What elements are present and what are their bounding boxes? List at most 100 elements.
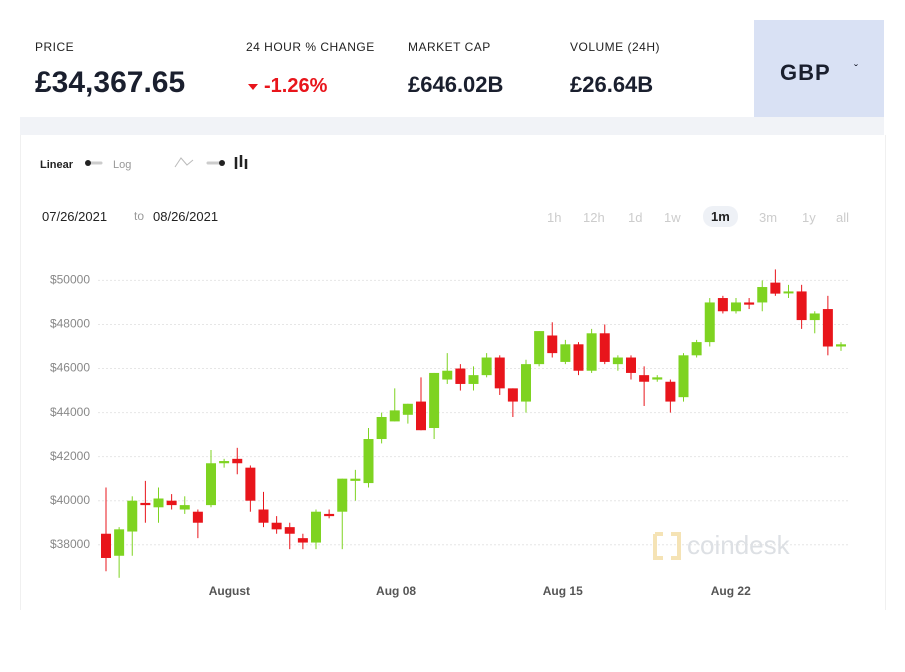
stat-value: £34,367.65: [35, 66, 186, 99]
candle-body: [363, 439, 374, 484]
date-to[interactable]: 08/26/2021: [153, 209, 219, 224]
y-tick-label: $46000: [50, 361, 90, 375]
stat-label: 24 HOUR % CHANGE: [246, 40, 375, 54]
candle-body: [232, 458, 243, 464]
candle-body: [297, 538, 308, 543]
candle-body: [507, 388, 518, 402]
currency-selector[interactable]: GBP ˇ: [754, 20, 884, 117]
range-button[interactable]: 1d: [628, 210, 643, 225]
range-button[interactable]: 1h: [547, 210, 562, 225]
range-button[interactable]: 1y: [802, 210, 816, 225]
candle-body: [153, 498, 164, 508]
date-sep: to: [134, 209, 145, 223]
candle-body: [179, 505, 190, 510]
candle-body: [639, 375, 650, 382]
stat-value: £26.64B: [570, 72, 654, 97]
range-button[interactable]: 12h: [583, 210, 605, 225]
x-tick-label: Aug 08: [376, 584, 416, 598]
candle-body: [166, 500, 177, 506]
candle-body: [429, 372, 440, 429]
candle-body: [311, 511, 321, 543]
candle-body: [376, 416, 387, 440]
scale-option[interactable]: Log: [113, 159, 132, 171]
chart-panel: [20, 135, 886, 610]
candle-icon[interactable]: [234, 155, 248, 169]
date-from[interactable]: 07/26/2021: [42, 209, 108, 224]
candle-body: [704, 302, 715, 343]
candle-body: [521, 364, 531, 402]
down-arrow: [248, 84, 258, 90]
candle-body: [796, 291, 807, 321]
x-tick-label: August: [209, 584, 250, 598]
candle-body: [836, 344, 846, 347]
scale-option[interactable]: Linear: [40, 159, 74, 171]
candle-body: [678, 355, 689, 398]
candle-body: [140, 502, 151, 506]
stat-value: £646.02B: [408, 72, 504, 97]
candle-body: [468, 375, 479, 384]
watermark-icon: [653, 532, 681, 560]
candle-body: [101, 533, 111, 558]
y-tick-label: $50000: [50, 273, 90, 287]
candle-body: [744, 302, 755, 305]
candle-body: [757, 287, 768, 303]
y-tick-label: $38000: [50, 537, 90, 551]
candle-body: [717, 298, 728, 312]
candle-body: [350, 478, 361, 481]
candle-body: [560, 344, 571, 362]
candle-body: [626, 357, 636, 373]
stat-value: -1.26%: [264, 75, 328, 97]
range-button[interactable]: all: [836, 210, 850, 225]
candle-body: [389, 410, 400, 422]
candle-body: [192, 511, 203, 523]
range-button[interactable]: 1w: [664, 210, 681, 225]
candle-body: [219, 461, 230, 464]
candle-body: [731, 302, 741, 312]
candle-body: [442, 370, 453, 380]
candle-body: [481, 357, 492, 376]
stat-label: MARKET CAP: [408, 40, 491, 54]
candle-body: [534, 331, 545, 365]
candle-body: [284, 527, 295, 534]
candle-body: [822, 309, 833, 347]
candle-body: [245, 467, 256, 501]
candle-body: [770, 282, 781, 294]
candle-body: [494, 357, 505, 389]
candle-body: [337, 478, 348, 512]
toggle-knob[interactable]: [219, 160, 225, 166]
range-button[interactable]: 3m: [759, 210, 778, 225]
candle-body: [783, 291, 794, 294]
candle-body: [665, 381, 676, 402]
candle-body: [573, 344, 584, 371]
toggle-knob[interactable]: [85, 160, 91, 166]
candle-body: [402, 403, 413, 415]
candle-body: [258, 509, 269, 523]
candle-body: [612, 357, 623, 365]
x-tick-label: Aug 22: [711, 584, 751, 598]
y-tick-label: $48000: [50, 317, 90, 331]
range-button[interactable]: 1m: [703, 206, 738, 227]
stat-label: PRICE: [35, 40, 75, 54]
candle-body: [652, 377, 663, 380]
candle-body: [114, 529, 125, 556]
divider: [20, 117, 884, 135]
y-tick-label: $40000: [50, 493, 90, 507]
y-tick-label: $44000: [50, 405, 90, 419]
currency[interactable]: GBP: [780, 60, 831, 85]
candle-body: [416, 401, 426, 431]
stat-label: VOLUME (24H): [570, 40, 661, 54]
candle-body: [324, 513, 335, 517]
candle-body: [547, 335, 558, 354]
line-icon[interactable]: [174, 157, 194, 168]
x-tick-label: Aug 15: [543, 584, 583, 598]
candle-body: [271, 522, 282, 530]
watermark: coindesk: [687, 530, 791, 560]
candle-body: [455, 368, 466, 384]
candle-body: [127, 500, 138, 532]
candle-body: [809, 313, 820, 321]
dropdown-icon[interactable]: ˇ: [854, 62, 858, 76]
candle-body: [691, 342, 702, 356]
candle-body: [586, 333, 597, 371]
